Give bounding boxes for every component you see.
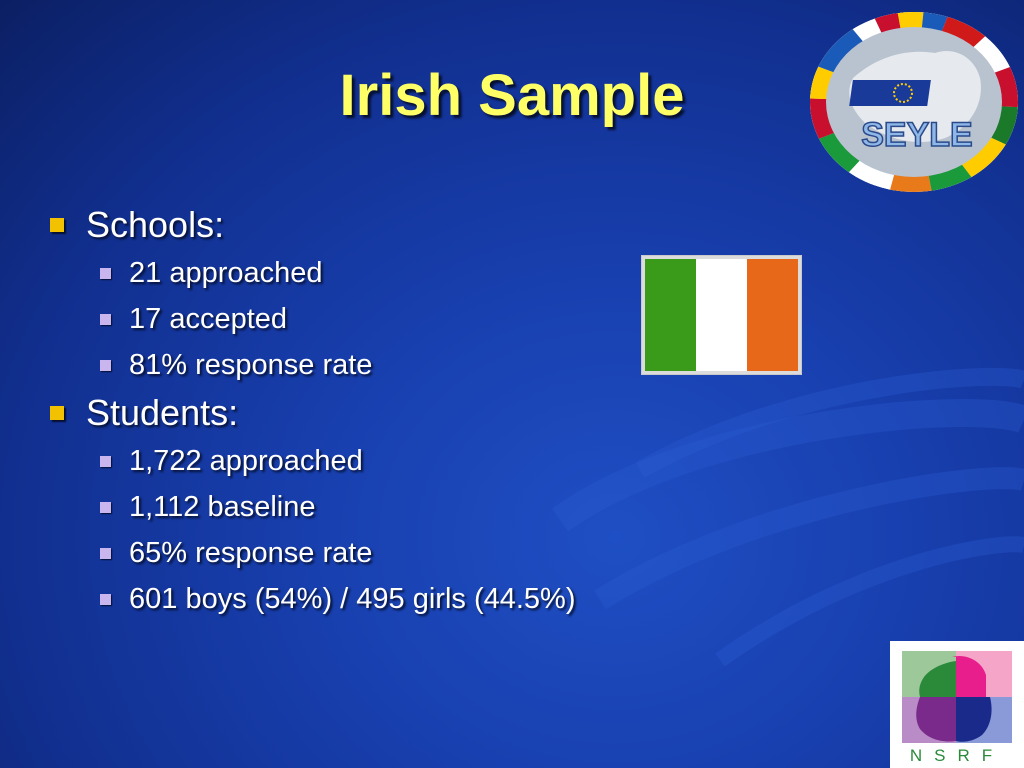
bullet-schools: Schools: bbox=[48, 200, 748, 250]
sub-bullet-text: 601 boys (54%) / 495 girls (44.5%) bbox=[129, 582, 576, 615]
flag-green-stripe bbox=[645, 259, 696, 371]
sub-bullet: 17 accepted bbox=[48, 296, 748, 342]
square-bullet-icon bbox=[100, 455, 111, 467]
sub-bullet: 601 boys (54%) / 495 girls (44.5%) bbox=[48, 576, 748, 622]
sub-bullet-text: 1,722 approached bbox=[129, 444, 363, 477]
sub-bullet: 65% response rate bbox=[48, 530, 748, 576]
bullet-students: Students: bbox=[48, 388, 748, 438]
flag-orange-stripe bbox=[747, 259, 798, 371]
sub-bullet: 81% response rate bbox=[48, 342, 748, 388]
square-bullet-icon bbox=[100, 593, 111, 605]
seyle-logo-text: SEYLE bbox=[861, 116, 972, 154]
square-bullet-icon bbox=[100, 359, 111, 371]
square-bullet-icon bbox=[100, 547, 111, 559]
nsrf-logo-graphic: NSRF bbox=[902, 651, 1012, 765]
bullet-text: Students: bbox=[86, 392, 239, 433]
square-bullet-icon bbox=[50, 406, 64, 420]
nsrf-logo: NSRF bbox=[890, 641, 1024, 768]
sub-bullet-text: 1,112 baseline bbox=[129, 490, 316, 523]
sub-bullet: 21 approached bbox=[48, 250, 748, 296]
square-bullet-icon bbox=[50, 218, 64, 232]
bullet-text: Schools: bbox=[86, 204, 225, 245]
bullet-content: Schools: 21 approached 17 accepted 81% r… bbox=[48, 200, 748, 622]
square-bullet-icon bbox=[100, 313, 111, 325]
sub-bullet-text: 17 accepted bbox=[129, 302, 288, 335]
sub-bullet-text: 65% response rate bbox=[129, 536, 373, 569]
sub-bullet: 1,112 baseline bbox=[48, 484, 748, 530]
sub-bullet-text: 81% response rate bbox=[129, 348, 373, 381]
nsrf-logo-text: NSRF bbox=[910, 746, 1004, 765]
seyle-logo: SEYLE bbox=[810, 12, 1018, 192]
sub-bullet-text: 21 approached bbox=[129, 256, 323, 289]
square-bullet-icon bbox=[100, 501, 111, 513]
irish-flag-icon bbox=[641, 255, 802, 375]
slide-title: Irish Sample bbox=[339, 63, 685, 128]
flag-white-stripe bbox=[696, 259, 747, 371]
sub-bullet: 1,722 approached bbox=[48, 438, 748, 484]
square-bullet-icon bbox=[100, 267, 111, 279]
